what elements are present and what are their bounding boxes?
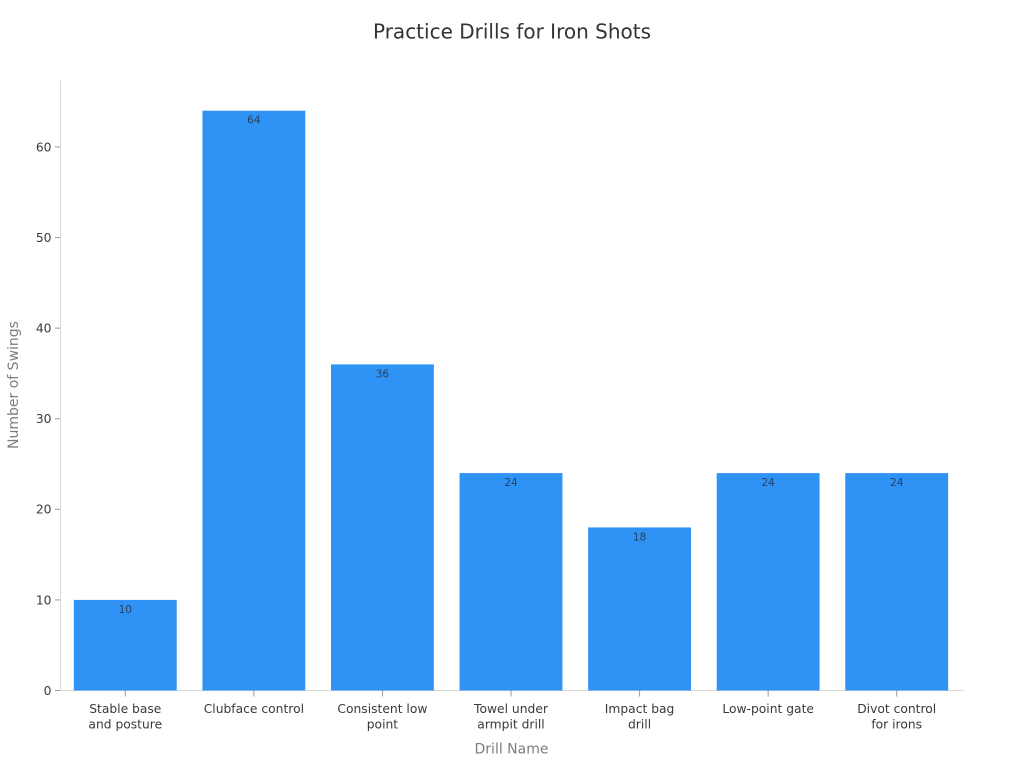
- x-axis-ticks-group: Stable base and posture Clubface control Co…: [88, 690, 936, 732]
- y-tick-label: 20: [36, 503, 52, 517]
- x-tick-label: Clubface control: [204, 702, 304, 716]
- y-tick-label: 10: [36, 593, 52, 607]
- bar-value-label: 24: [504, 477, 518, 489]
- y-tick-label: 50: [36, 231, 52, 245]
- bar-value-label: 18: [633, 531, 646, 543]
- bar[interactable]: [459, 473, 563, 691]
- bar[interactable]: [331, 364, 434, 691]
- bar[interactable]: [845, 473, 949, 691]
- x-tick-label: Impact bag drill: [605, 702, 675, 732]
- bar[interactable]: [73, 599, 177, 691]
- bar-value-label: 64: [247, 115, 261, 127]
- bar-value-label: 24: [890, 477, 904, 489]
- y-axis-ticks-group: 0 10 20 30 40 50 60: [36, 140, 60, 698]
- chart-title: Practice Drills for Iron Shots: [373, 20, 651, 44]
- x-tick-label: Towel under armpit drill: [473, 702, 549, 732]
- x-tick-label: Low-point gate: [722, 702, 814, 716]
- y-axis-title: Number of Swings: [6, 321, 22, 449]
- bars-group: [73, 110, 949, 691]
- y-tick-label: 30: [36, 412, 52, 426]
- bar[interactable]: [588, 527, 691, 691]
- bar-value-label: 24: [761, 477, 775, 489]
- y-tick-label: 60: [36, 140, 52, 154]
- value-labels-group: 10 64 36 24 18 24 24: [119, 115, 904, 616]
- y-tick-label: 40: [36, 322, 52, 336]
- bar-value-label: 10: [119, 604, 132, 616]
- x-axis-title: Drill Name: [475, 742, 549, 758]
- x-tick-label: Consistent low point: [337, 702, 427, 732]
- bar[interactable]: [716, 473, 820, 691]
- y-tick-label: 0: [44, 684, 52, 698]
- bar-value-label: 36: [376, 368, 390, 380]
- x-tick-label: Divot control for irons: [857, 702, 936, 732]
- bar[interactable]: [202, 110, 306, 691]
- x-tick-label: Stable base and posture: [88, 702, 162, 732]
